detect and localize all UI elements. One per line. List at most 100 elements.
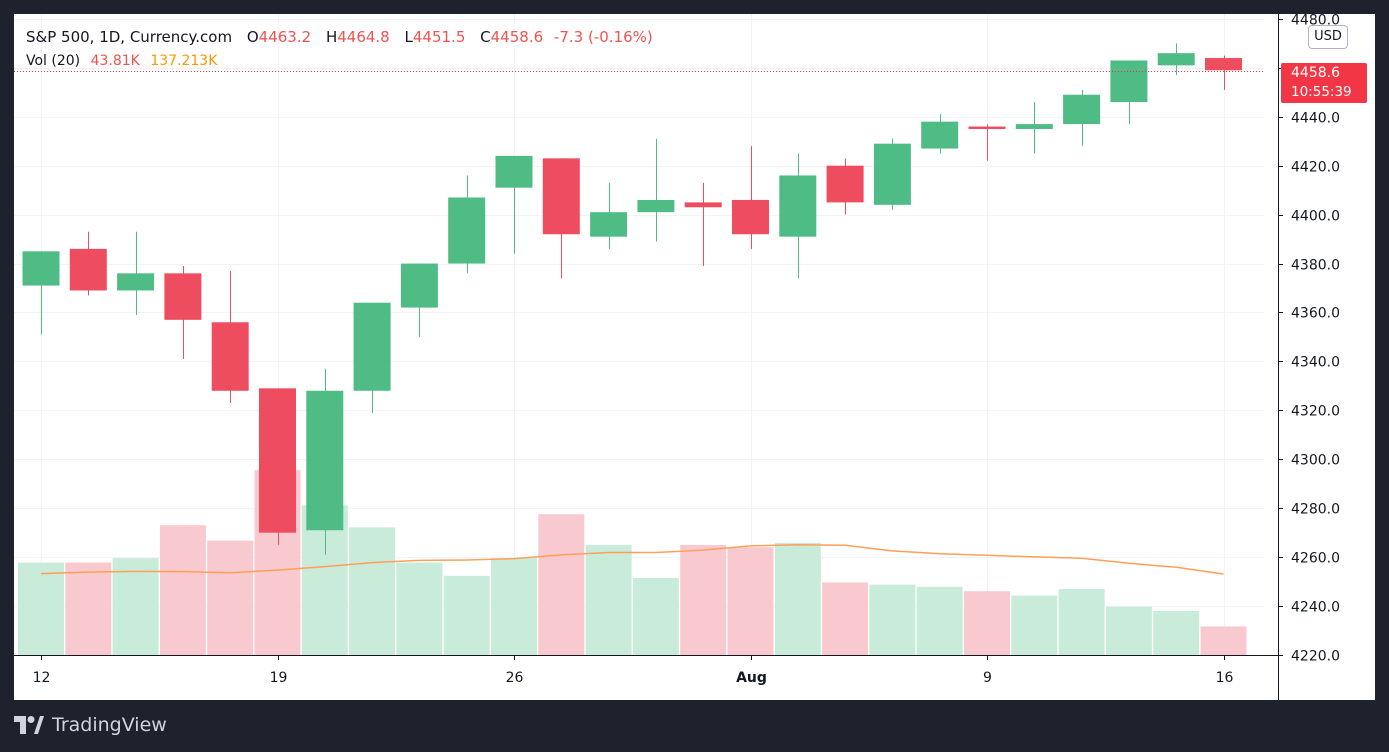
candle[interactable] [164,265,202,359]
candle[interactable] [542,158,580,279]
candle[interactable] [873,138,911,210]
legend-symbol[interactable]: S&P 500, 1D, Currency.com [26,28,233,46]
time-tick-label: 12 [33,670,51,686]
tradingview-logo-text: TradingView [52,714,167,736]
candle[interactable] [400,263,438,337]
volume-bar [916,586,963,655]
volume-label[interactable]: Vol (20) [26,53,81,69]
volume-bar [1153,611,1200,655]
candle[interactable] [353,302,391,413]
volume-bar [1105,606,1152,655]
price-scale-bg [1264,14,1375,700]
candle[interactable] [448,175,486,274]
time-axis: 12 19 26 Aug 9 16 [33,655,1234,686]
candle[interactable] [779,153,817,279]
price-tick-label: 4340.0 [1291,355,1340,371]
candle[interactable] [590,182,628,249]
candle[interactable] [1063,89,1101,147]
time-tick-label: 26 [506,670,524,686]
volume-bar [112,558,159,655]
volume-bar [491,558,537,655]
volume-bar [1011,595,1058,655]
candle[interactable] [495,155,533,254]
candle[interactable] [211,270,249,404]
candle[interactable] [306,368,344,555]
candle-body [968,126,1006,129]
grid-lines [14,14,1264,656]
candle-body [1205,58,1242,71]
candlestick-chart[interactable]: 4220.0 4240.0 4260.0 4280.0 4300.0 4320.0 4340… [14,14,1375,700]
price-tick-label: 4440.0 [1291,111,1340,127]
candle[interactable] [921,114,959,154]
price-tick-label: 4360.0 [1291,306,1340,322]
price-tick-label: 4320.0 [1291,404,1340,420]
price-tick-label: 4300.0 [1291,453,1340,469]
candle[interactable] [732,146,769,249]
candle-body [921,121,959,149]
candle[interactable] [968,124,1006,161]
close-value: 4458.6 [490,28,544,46]
candle-body [164,273,202,320]
volume-bar [632,578,679,655]
close-label: C [480,28,491,46]
candle[interactable] [259,388,296,545]
candle[interactable] [1157,43,1195,76]
volume-bar [349,527,396,655]
last-price-value: 4458.6 [1291,65,1340,81]
candle[interactable] [684,182,722,266]
high-value: 4464.8 [337,28,390,46]
candle[interactable] [22,251,60,335]
volume-ma-line [40,544,1224,575]
volume-bar [538,514,585,655]
candle-body [306,390,344,531]
candle-body [211,322,249,391]
candle-body [259,388,296,533]
candle[interactable] [1205,55,1242,90]
low-value: 4451.5 [412,28,466,46]
price-tick-label: 4260.0 [1291,551,1340,567]
candle-body [590,212,628,237]
time-tick-label: 19 [270,670,288,686]
candle[interactable] [69,231,107,296]
open-value: 4463.2 [258,28,312,46]
candle-body [1157,53,1195,66]
volume-bar [774,542,821,655]
price-tick-label: 4220.0 [1291,649,1340,665]
candle-body [22,251,60,286]
low-label: L [404,28,413,46]
price-tick-label: 4400.0 [1291,209,1340,225]
candle[interactable] [1015,102,1053,154]
volume-bars [18,470,1247,655]
volume-value: 43.81K [90,53,140,69]
volume-bar [964,591,1010,655]
time-scale-bg [14,655,1264,700]
candle[interactable] [1110,60,1148,125]
tradingview-logo[interactable]: TradingView [14,714,167,736]
currency-button[interactable]: USD [1308,25,1348,49]
candle-body [1063,94,1101,125]
chart-frame: 4220.0 4240.0 4260.0 4280.0 4300.0 4320.0 4340… [14,14,1375,700]
candle[interactable] [117,231,155,315]
candle-body [495,155,533,188]
time-tick-label: 16 [1216,670,1234,686]
volume-bar [443,575,490,655]
candle[interactable] [826,158,864,215]
change-value: -7.3 (-0.16%) [553,28,653,46]
candle[interactable] [637,138,675,242]
candle-body [684,202,722,208]
price-tick-label: 4420.0 [1291,160,1340,176]
time-tick-label: Aug [736,670,767,686]
legend-volume: Vol (20) 43.81K 137.213K [26,53,217,69]
tradingview-logo-icon [14,716,44,734]
high-label: H [325,28,338,46]
bar-countdown: 10:55:39 [1291,84,1352,100]
volume-bar [1200,626,1247,655]
price-tick-label: 4380.0 [1291,258,1340,274]
volume-ma-value: 137.213K [150,53,218,69]
volume-bar [301,505,348,655]
volume-bar [65,562,112,655]
volume-bar [159,525,206,655]
time-tick-label: 9 [983,670,992,686]
candle-body [542,158,580,235]
candle-body [448,197,486,264]
